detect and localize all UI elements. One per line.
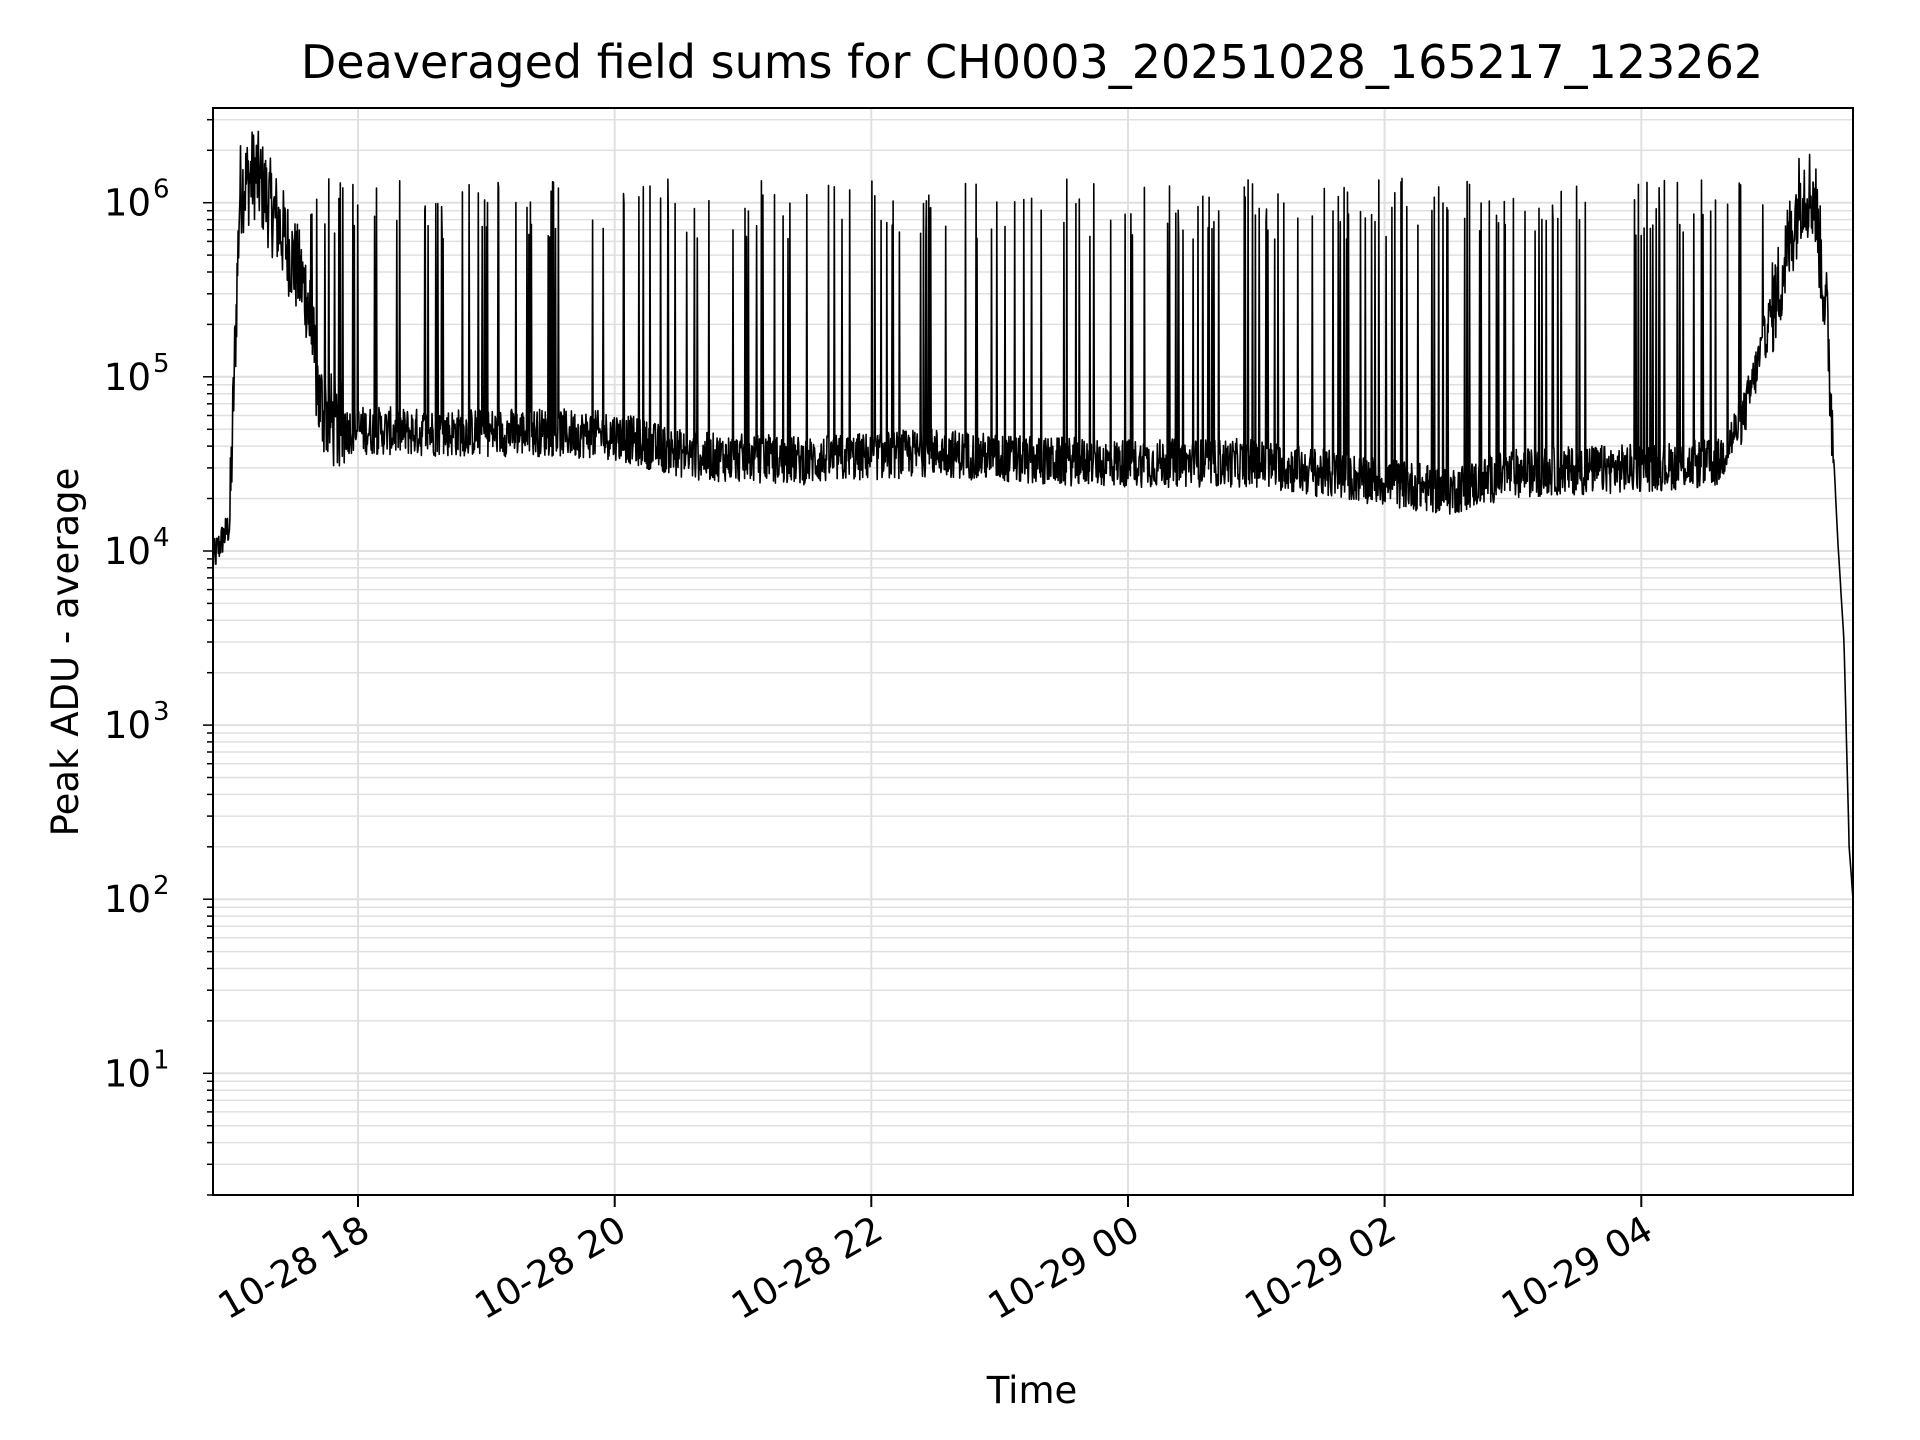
y-tick-exponent: 4 (153, 523, 170, 553)
plot-frame (212, 107, 1854, 1196)
series-layer (212, 130, 1854, 900)
y-tick-exponent: 5 (153, 349, 170, 379)
x-axis-label: Time (986, 1369, 1078, 1412)
y-tick-label: 10 (104, 182, 151, 225)
y-tick-exponent: 1 (153, 1045, 170, 1075)
series-line (212, 130, 1854, 900)
y-tick-label: 10 (104, 356, 151, 399)
y-tick-exponent: 6 (153, 175, 170, 205)
y-tick-label: 10 (104, 704, 151, 747)
y-tick-label: 10 (104, 1052, 151, 1095)
y-axis-label: Peak ADU - average (44, 468, 87, 837)
y-tick-label: 10 (104, 530, 151, 573)
y-tick-exponent: 2 (153, 871, 170, 901)
chart-title: Deaveraged field sums for CH0003_2025102… (301, 35, 1763, 89)
y-tick-exponent: 3 (153, 697, 170, 727)
y-tick-label: 10 (104, 878, 151, 921)
